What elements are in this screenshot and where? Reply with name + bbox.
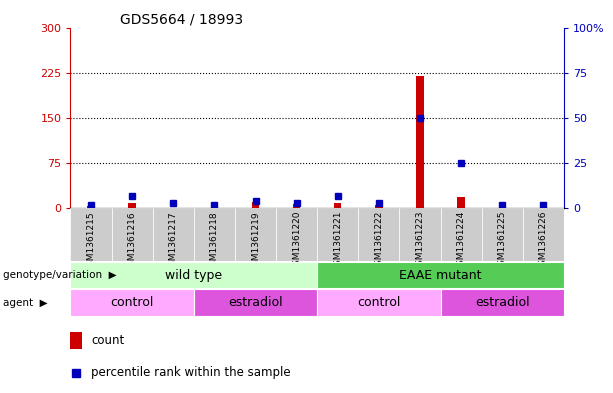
- Text: percentile rank within the sample: percentile rank within the sample: [91, 366, 291, 379]
- Bar: [70, 208, 112, 261]
- Bar: [523, 208, 564, 261]
- Bar: [318, 262, 564, 288]
- Bar: [129, 204, 136, 208]
- Text: GSM1361215: GSM1361215: [86, 211, 96, 272]
- Text: agent  ▶: agent ▶: [3, 298, 48, 308]
- Bar: [441, 208, 482, 261]
- Text: GSM1361226: GSM1361226: [539, 211, 548, 272]
- Bar: [70, 332, 82, 349]
- Bar: [375, 205, 383, 208]
- Bar: [70, 289, 194, 316]
- Text: count: count: [91, 334, 124, 347]
- Text: wild type: wild type: [166, 268, 223, 282]
- Bar: [334, 204, 341, 208]
- Text: control: control: [110, 296, 154, 309]
- Bar: [539, 206, 547, 208]
- Bar: [318, 208, 359, 261]
- Text: GSM1361222: GSM1361222: [375, 211, 383, 271]
- Text: GSM1361225: GSM1361225: [498, 211, 507, 272]
- Bar: [482, 208, 523, 261]
- Bar: [88, 206, 95, 208]
- Bar: [194, 208, 235, 261]
- Bar: [276, 208, 318, 261]
- Text: GSM1361220: GSM1361220: [292, 211, 301, 272]
- Text: genotype/variation  ▶: genotype/variation ▶: [3, 270, 116, 280]
- Text: estradiol: estradiol: [475, 296, 530, 309]
- Text: EAAE mutant: EAAE mutant: [399, 268, 482, 282]
- Text: GSM1361223: GSM1361223: [416, 211, 425, 272]
- Bar: [70, 262, 318, 288]
- Bar: [153, 208, 194, 261]
- Bar: [400, 208, 441, 261]
- Bar: [359, 208, 400, 261]
- Bar: [252, 202, 259, 208]
- Text: GSM1361218: GSM1361218: [210, 211, 219, 272]
- Bar: [112, 208, 153, 261]
- Text: GSM1361224: GSM1361224: [457, 211, 466, 271]
- Bar: [211, 207, 218, 208]
- Bar: [416, 76, 424, 208]
- Bar: [194, 289, 318, 316]
- Bar: [457, 197, 465, 208]
- Bar: [235, 208, 276, 261]
- Bar: [318, 289, 441, 316]
- Text: GDS5664 / 18993: GDS5664 / 18993: [120, 12, 243, 26]
- Text: GSM1361219: GSM1361219: [251, 211, 260, 272]
- Text: estradiol: estradiol: [228, 296, 283, 309]
- Bar: [293, 204, 300, 208]
- Text: GSM1361216: GSM1361216: [128, 211, 137, 272]
- Text: GSM1361217: GSM1361217: [169, 211, 178, 272]
- Text: GSM1361221: GSM1361221: [333, 211, 342, 272]
- Text: control: control: [357, 296, 401, 309]
- Bar: [441, 289, 564, 316]
